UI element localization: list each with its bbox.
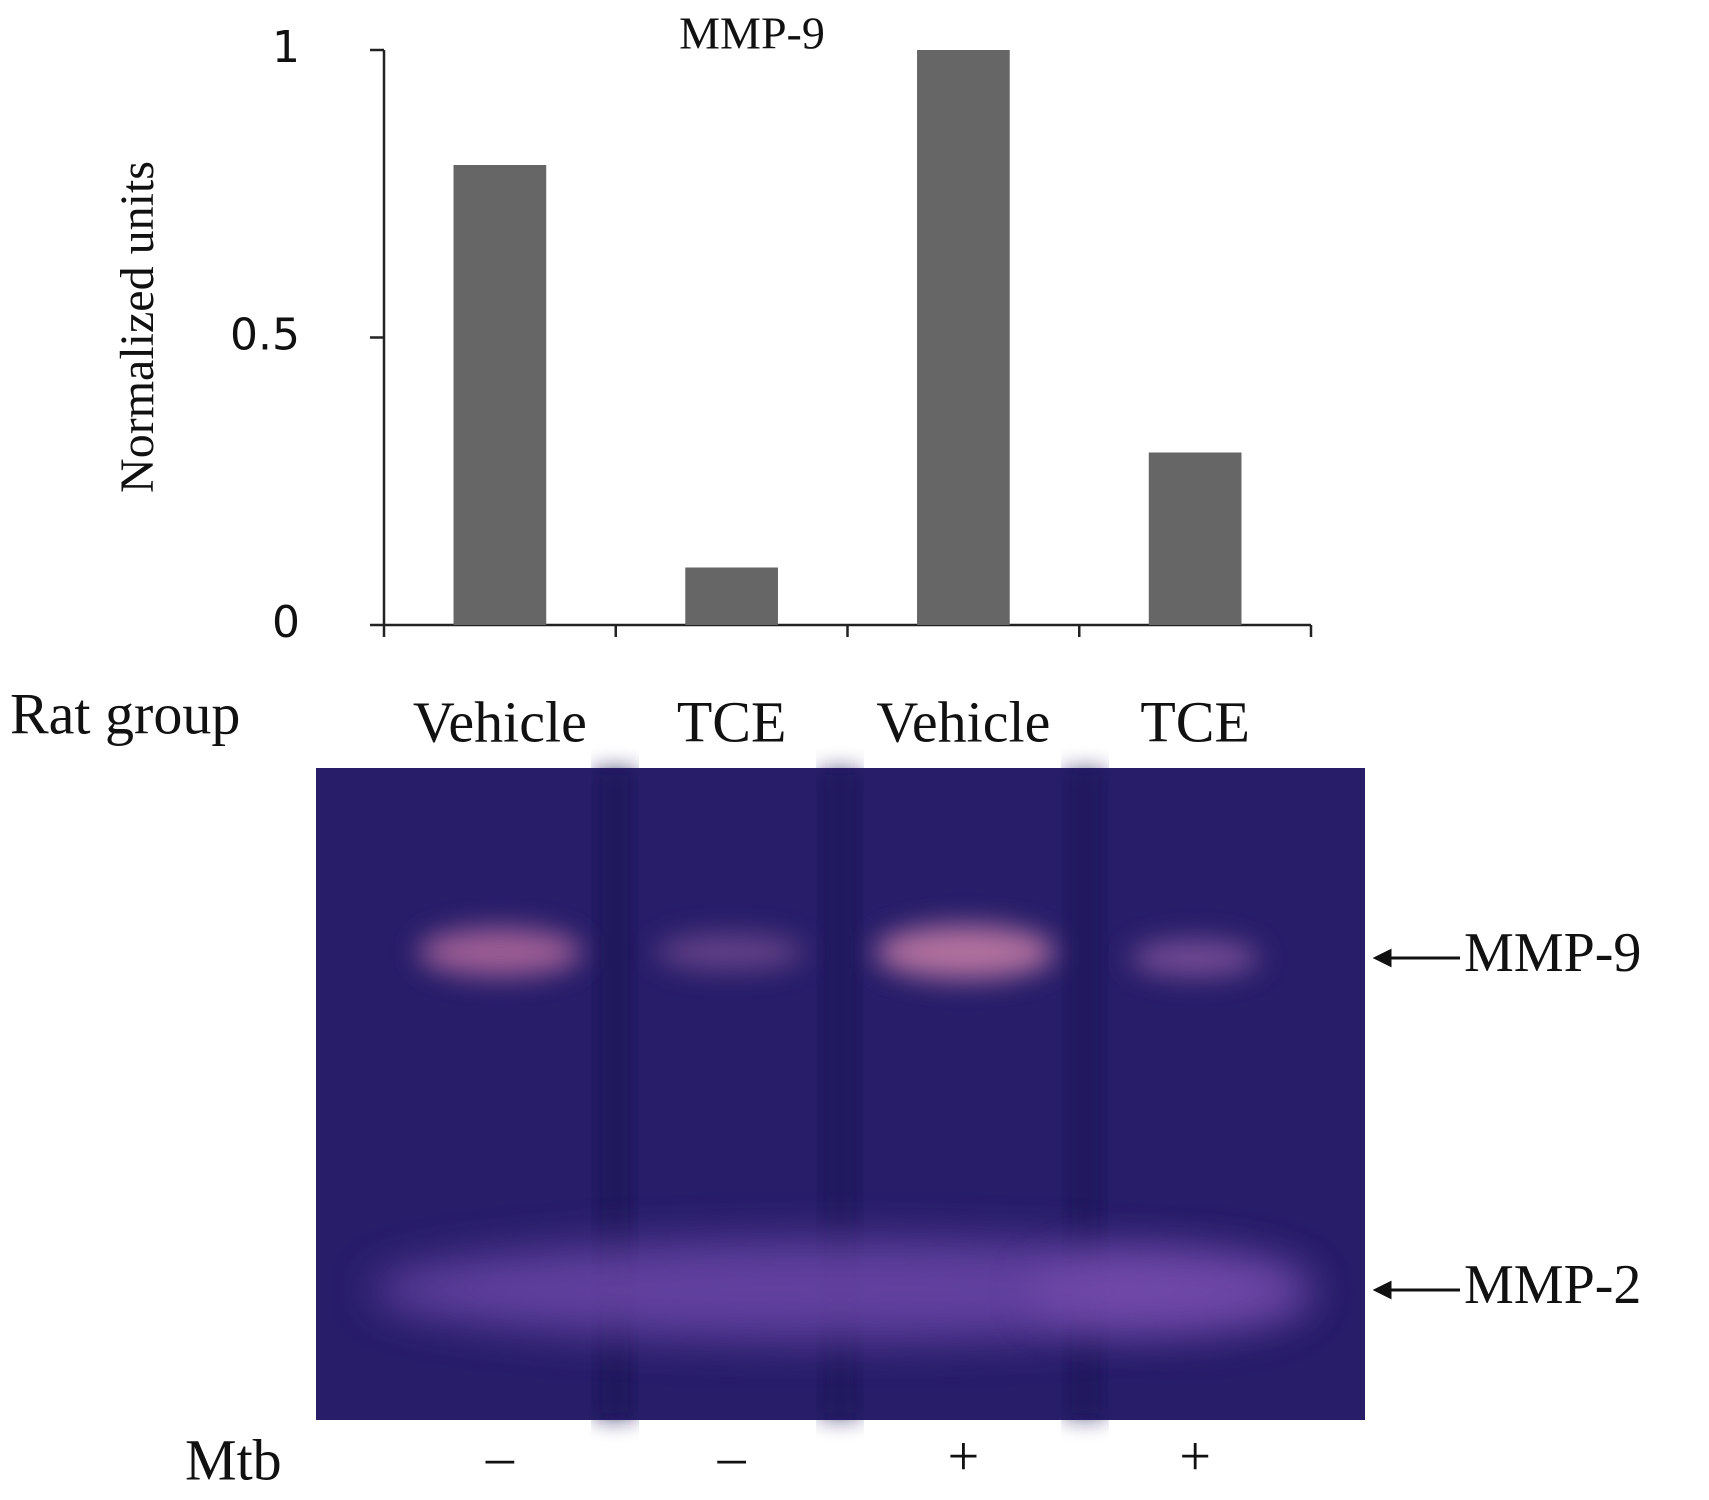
row-label: Mtb xyxy=(185,1427,282,1492)
x-tick-label: TCE xyxy=(677,689,787,754)
bar xyxy=(685,567,778,625)
x-tick-label: Vehicle xyxy=(413,689,587,754)
gel-image xyxy=(316,768,1365,1420)
y-tick-label: 0 xyxy=(272,597,300,648)
y-axis-label: Normalized units xyxy=(111,161,164,493)
treatment-sign: + xyxy=(1179,1426,1211,1488)
y-tick-label: 1 xyxy=(272,22,300,73)
bar xyxy=(453,165,547,625)
x-tick-label: Vehicle xyxy=(876,689,1050,754)
x-axis-label: Rat group xyxy=(10,681,240,746)
bar xyxy=(1148,452,1242,625)
y-tick-label: 0.5 xyxy=(230,310,300,361)
x-tick-label: TCE xyxy=(1140,689,1250,754)
treatment-sign: – xyxy=(485,1426,515,1488)
treatment-sign: + xyxy=(948,1426,980,1488)
bar xyxy=(917,50,1010,625)
band-arrows xyxy=(1372,948,1460,1300)
band-label: MMP-2 xyxy=(1464,1254,1641,1316)
band-label: MMP-9 xyxy=(1464,922,1641,984)
treatment-sign: – xyxy=(717,1426,747,1488)
chart-title: MMP-9 xyxy=(679,8,825,59)
